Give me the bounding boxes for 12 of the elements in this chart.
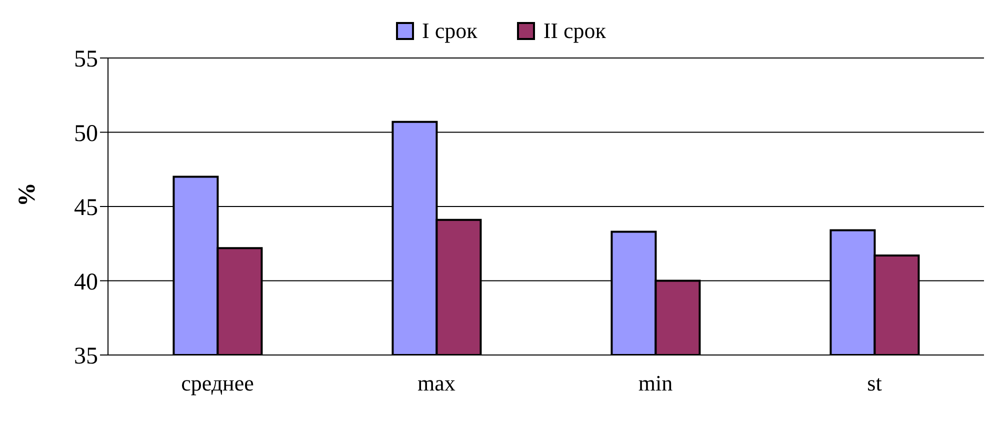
y-tick-label: 45 [74,195,98,222]
legend-label: I срок [422,18,478,44]
y-tick-label: 35 [74,344,98,370]
legend-label: II срок [543,18,606,44]
x-tick-label: min [638,370,673,396]
x-tick-label: среднее [181,370,254,396]
x-tick-label: st [867,370,882,396]
x-tick-label: max [418,370,456,396]
y-axis-title: % [14,182,41,206]
y-tick-label: 50 [74,120,98,147]
y-tick-label: 40 [74,269,98,296]
y-tick-label: 55 [74,46,98,73]
